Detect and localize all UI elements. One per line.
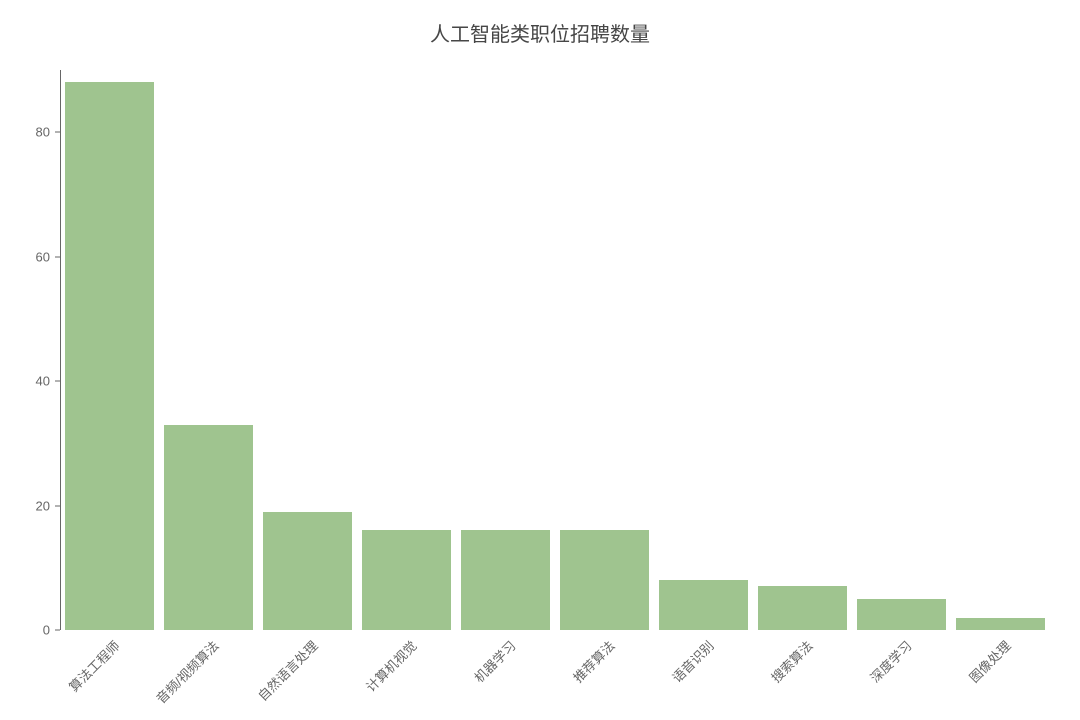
bar <box>560 530 649 630</box>
x-tick-label: 推荐算法 <box>568 636 618 686</box>
y-tick-label: 80 <box>0 125 50 140</box>
bar-slot <box>258 70 357 630</box>
x-tick-label: 机器学习 <box>469 636 519 686</box>
y-tick-label: 0 <box>0 623 50 638</box>
bar <box>461 530 550 630</box>
bar-slot <box>555 70 654 630</box>
bar <box>857 599 946 630</box>
x-axis-labels: 算法工程师音频/视频算法自然语言处理计算机视觉机器学习推荐算法语音识别搜索算法深… <box>60 630 1050 710</box>
x-tick-label: 计算机视觉 <box>361 636 420 695</box>
x-tick-label: 算法工程师 <box>64 636 123 695</box>
bar-slot <box>852 70 951 630</box>
y-tick-label: 40 <box>0 374 50 389</box>
x-label-slot: 语音识别 <box>654 630 753 710</box>
x-label-slot: 搜索算法 <box>753 630 852 710</box>
x-label-slot: 音频/视频算法 <box>159 630 258 710</box>
bar-slot <box>654 70 753 630</box>
bar <box>263 512 352 630</box>
y-tick-label: 20 <box>0 498 50 513</box>
bar <box>956 618 1045 630</box>
bar <box>362 530 451 630</box>
x-label-slot: 机器学习 <box>456 630 555 710</box>
x-label-slot: 自然语言处理 <box>258 630 357 710</box>
x-label-slot: 算法工程师 <box>60 630 159 710</box>
bar <box>164 425 253 630</box>
bar-slot <box>357 70 456 630</box>
x-label-slot: 图像处理 <box>951 630 1050 710</box>
bar <box>758 586 847 630</box>
x-tick-label: 图像处理 <box>964 636 1014 686</box>
y-tick-label: 60 <box>0 249 50 264</box>
x-tick-label: 自然语言处理 <box>252 636 321 705</box>
x-label-slot: 深度学习 <box>852 630 951 710</box>
x-tick-label: 语音识别 <box>667 636 717 686</box>
plot-area <box>60 70 1050 630</box>
bar-slot <box>159 70 258 630</box>
bar <box>65 82 154 630</box>
bars-group <box>60 70 1050 630</box>
x-label-slot: 推荐算法 <box>555 630 654 710</box>
x-tick-label: 深度学习 <box>865 636 915 686</box>
bar-slot <box>60 70 159 630</box>
x-tick-label: 音频/视频算法 <box>151 636 222 707</box>
bar <box>659 580 748 630</box>
x-tick-label: 搜索算法 <box>766 636 816 686</box>
chart-container: 人工智能类职位招聘数量 0 20 40 60 80 算法工程师音频/视频算法自然语言处理… <box>0 0 1080 720</box>
bar-slot <box>753 70 852 630</box>
bar-slot <box>951 70 1050 630</box>
chart-title: 人工智能类职位招聘数量 <box>0 18 1080 47</box>
x-label-slot: 计算机视觉 <box>357 630 456 710</box>
bar-slot <box>456 70 555 630</box>
